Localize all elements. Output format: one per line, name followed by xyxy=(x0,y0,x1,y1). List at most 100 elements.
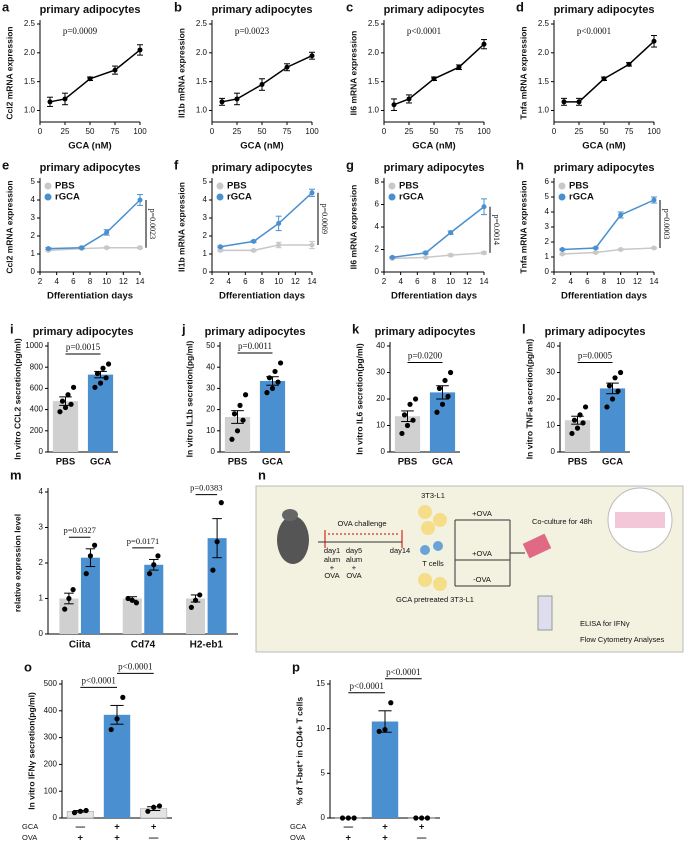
point xyxy=(79,245,85,251)
annotation: p=0.0023 xyxy=(148,209,157,240)
line xyxy=(49,49,141,103)
point xyxy=(284,64,290,70)
x-tick-label: 2 xyxy=(38,277,43,286)
x-tick-label: 8 xyxy=(432,277,437,286)
line xyxy=(220,192,313,248)
chart-title: primary adipocytes xyxy=(384,162,485,174)
y-tick-label: 500 xyxy=(44,679,58,688)
x-tick-label: 2 xyxy=(382,277,387,286)
diagram-label: day5 xyxy=(346,546,362,555)
panel-letter: d xyxy=(516,0,524,14)
point xyxy=(651,245,657,251)
x-tick-label: 6 xyxy=(585,277,590,286)
y-tick-label: 5 xyxy=(31,177,36,186)
x-axis-label: Dfferentiation days xyxy=(561,291,647,302)
row-value: — xyxy=(344,822,354,833)
data-point xyxy=(412,396,419,402)
annotation: p=0.0171 xyxy=(127,536,159,546)
data-point xyxy=(214,539,220,545)
x-tick-label: 14 xyxy=(650,277,659,286)
y-tick-label: 6 xyxy=(375,200,380,209)
data-point xyxy=(407,401,413,407)
x-tick-label: 50 xyxy=(86,127,95,136)
y-tick-label: 2 xyxy=(545,237,550,246)
point xyxy=(431,76,437,82)
panel-letter: b xyxy=(174,0,182,14)
cell-icon xyxy=(421,521,435,535)
y-tick-label: 0 xyxy=(321,813,326,822)
point xyxy=(456,64,462,70)
annotation: p=0.0011 xyxy=(238,341,272,351)
x-tick-label: 10 xyxy=(446,277,455,286)
chart-title: primary adipocytes xyxy=(205,326,306,338)
bar xyxy=(87,374,114,452)
data-point xyxy=(237,402,243,408)
y-tick-label: 3 xyxy=(31,213,36,222)
legend-marker xyxy=(216,193,224,201)
y-tick-label: 6 xyxy=(545,177,550,186)
annotation: p=0.0009 xyxy=(63,26,98,36)
data-point xyxy=(577,412,583,418)
point xyxy=(137,47,143,53)
point xyxy=(251,238,257,244)
point xyxy=(87,76,93,82)
y-tick-label: 0 xyxy=(39,447,44,456)
data-point xyxy=(615,388,621,394)
panel-letter: n xyxy=(258,467,266,482)
y-tick-label: 40 xyxy=(206,362,215,371)
y-tick-label: 5 xyxy=(321,768,326,777)
panel-letter: o xyxy=(24,659,32,674)
annotation: p=0.0200 xyxy=(408,351,443,361)
data-point xyxy=(582,404,589,410)
x-tick-label: 14 xyxy=(136,277,145,286)
data-point xyxy=(77,808,83,814)
legend-marker xyxy=(558,182,566,190)
chart-title: primary adipocytes xyxy=(212,162,313,174)
row-value: + xyxy=(78,833,84,844)
data-point xyxy=(410,417,416,423)
annotation: p=0.0014 xyxy=(492,215,501,246)
annotation: p=0.0015 xyxy=(66,342,101,352)
data-point xyxy=(339,815,346,821)
tube-icon xyxy=(537,595,553,631)
data-point xyxy=(92,542,98,548)
data-point xyxy=(580,420,586,426)
legend-label: rGCA xyxy=(227,192,252,203)
data-point xyxy=(229,436,235,442)
point xyxy=(62,96,68,102)
row-value: + xyxy=(419,822,425,833)
y-tick-label: 0 xyxy=(31,267,36,276)
row-value: + xyxy=(114,833,120,844)
y-axis-label: In vitro IFNγ secretion(pg/ml) xyxy=(26,692,36,810)
data-point xyxy=(434,409,440,415)
y-tick-label: 2.5 xyxy=(196,19,208,28)
data-point xyxy=(275,379,281,385)
data-point xyxy=(264,390,270,396)
x-tick-label: 75 xyxy=(455,127,464,136)
point xyxy=(618,247,624,252)
x-tick-label: 50 xyxy=(258,127,267,136)
legend-label: PBS xyxy=(569,181,589,192)
well-icon xyxy=(615,512,665,528)
y-tick-label: 2.5 xyxy=(538,19,550,28)
y-axis-label: In vitro IL1b secretion(pg/ml) xyxy=(184,341,194,458)
data-point xyxy=(114,716,120,722)
row-value: + xyxy=(382,833,388,844)
line xyxy=(48,246,140,252)
x-tick-label: 10 xyxy=(616,277,625,286)
annotation: p=0.0327 xyxy=(63,525,95,535)
data-point xyxy=(612,375,618,381)
bar xyxy=(259,380,286,452)
annotation: p=0.0005 xyxy=(578,351,613,361)
y-axis-label: In vitro IL6 secretion(pg/ml) xyxy=(354,343,364,455)
data-point xyxy=(70,384,77,390)
panel-letter: c xyxy=(346,0,353,14)
data-point xyxy=(345,815,351,821)
data-point xyxy=(151,804,157,810)
y-tick-label: 300 xyxy=(44,733,58,742)
legend-marker xyxy=(388,193,396,201)
point xyxy=(576,99,582,105)
diagram-label: ELISA for IFNγ xyxy=(580,619,630,628)
data-point xyxy=(103,375,109,381)
